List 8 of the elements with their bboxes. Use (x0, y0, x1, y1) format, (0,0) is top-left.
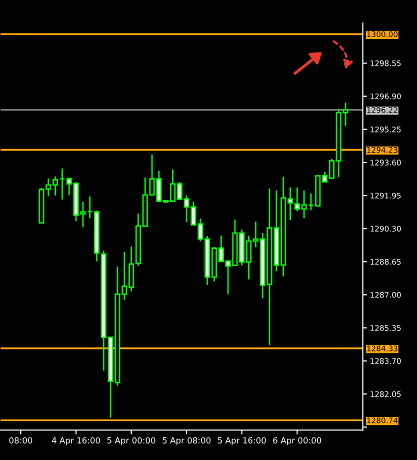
x-tick-label: 5 Apr 00:00 (107, 437, 156, 446)
candlestick (308, 192, 314, 211)
x-tick-label: 4 Apr 16:00 (52, 437, 100, 446)
candlestick (59, 168, 65, 200)
x-tick-label: 5 Apr 08:00 (162, 437, 211, 446)
x-tick-label: 5 Apr 16:00 (218, 437, 266, 446)
x-tick-label: 6 Apr 00:00 (273, 437, 322, 446)
x-tick-label: 08:00 (9, 437, 32, 444)
